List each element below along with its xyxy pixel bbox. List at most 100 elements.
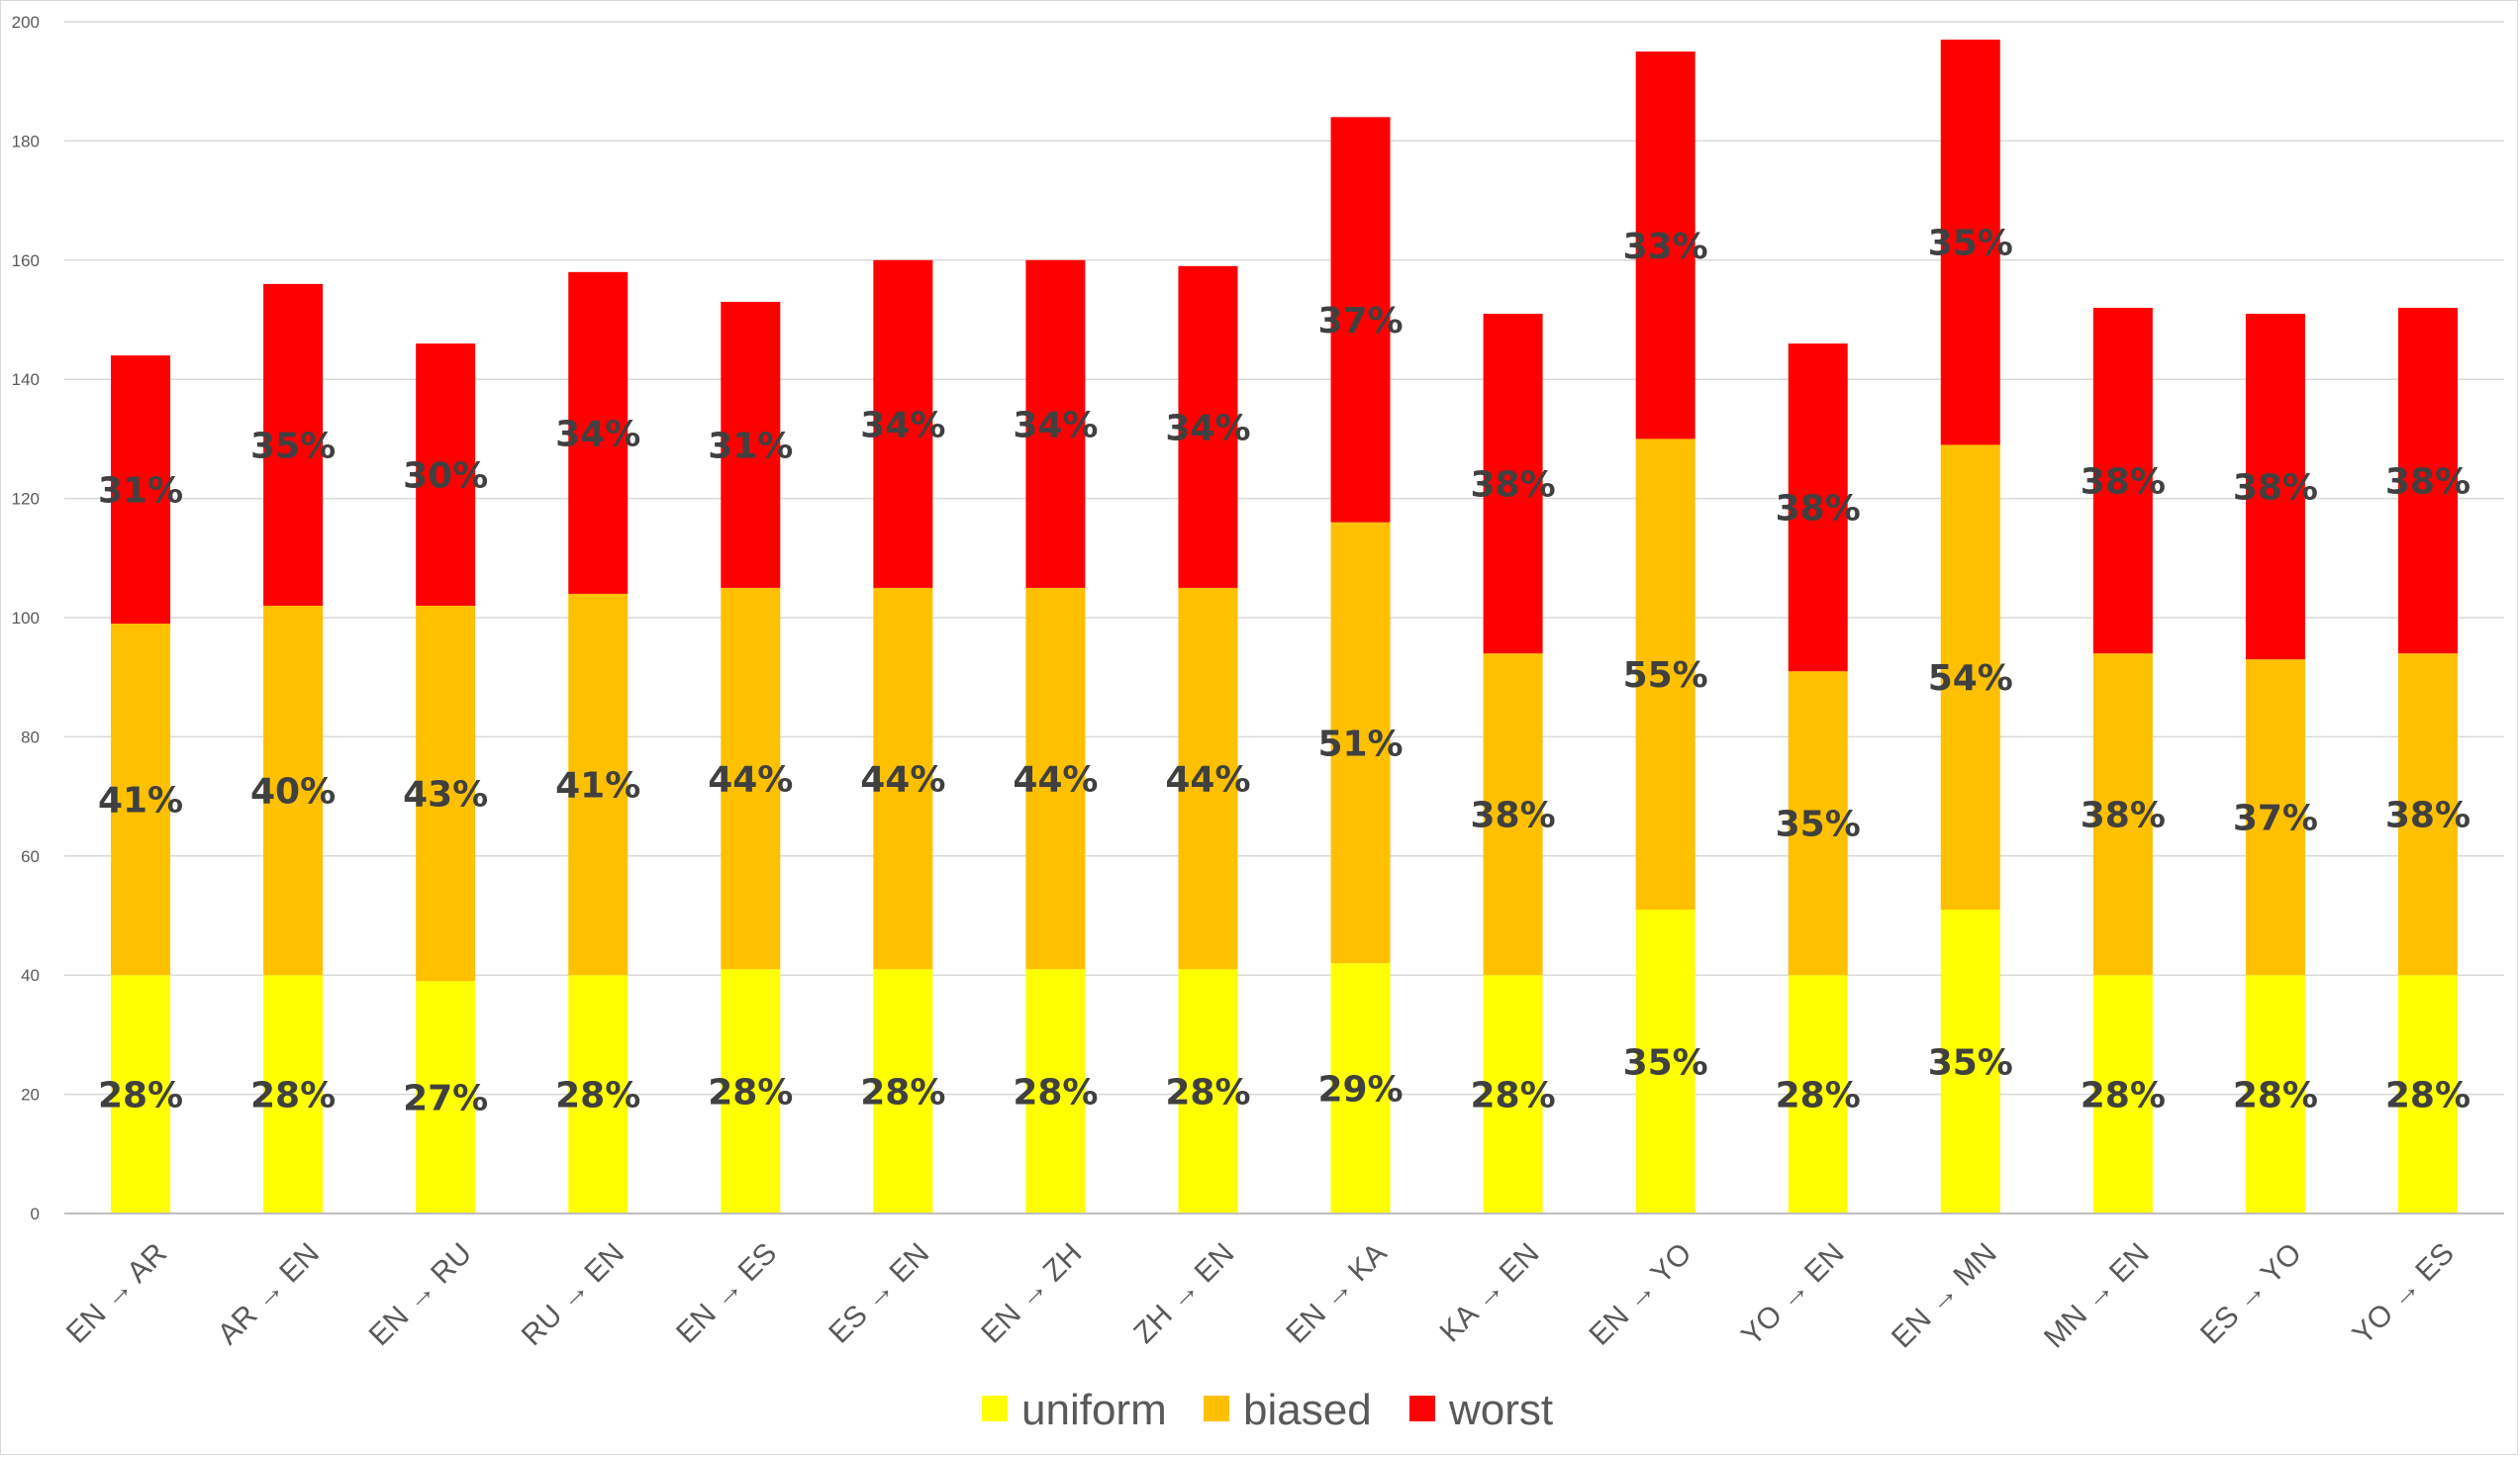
data-label-uniform: 28% <box>1471 1076 1556 1117</box>
bar-biased <box>1788 671 1848 976</box>
x-tick-label: EN → YO <box>1584 1237 1698 1352</box>
data-label-uniform: 28% <box>98 1076 183 1117</box>
bar-worst <box>2397 307 2458 654</box>
data-label-worst: 37% <box>1317 301 1403 341</box>
bar-worst <box>1788 343 1848 672</box>
bar-worst <box>111 355 171 625</box>
data-label-worst: 38% <box>2385 462 2471 503</box>
y-tick-label: 180 <box>12 132 40 150</box>
legend-swatch-biased <box>1204 1396 1229 1421</box>
bar-worst <box>1635 51 1696 439</box>
y-tick-label: 80 <box>21 728 40 746</box>
data-label-biased: 41% <box>98 781 183 822</box>
data-labels: 28% 41% 31% 28% 40% 35% 27% 43% 30% 28% 41% 34% 28% 4… <box>98 224 2471 1119</box>
bar-biased <box>263 605 324 976</box>
y-tick-label: 200 <box>12 13 40 32</box>
legend-swatch-worst <box>1409 1396 1435 1421</box>
y-tick-label: 40 <box>21 966 40 985</box>
bar-biased <box>721 587 781 970</box>
y-tick-label: 100 <box>12 609 40 628</box>
legend-label-uniform: uniform <box>1021 1386 1167 1434</box>
bar-uniform <box>111 975 171 1214</box>
data-label-biased: 44% <box>1165 760 1250 801</box>
data-label-biased: 43% <box>403 775 488 816</box>
bar-worst <box>2245 313 2305 660</box>
bar-uniform <box>1940 909 2000 1214</box>
y-tick-label: 60 <box>21 847 40 866</box>
x-tick-label: ES → EN <box>823 1237 935 1350</box>
x-tick-label: YO → EN <box>1735 1237 1850 1352</box>
bar-uniform <box>416 981 476 1214</box>
bar-biased <box>568 593 629 976</box>
data-label-uniform: 28% <box>250 1076 336 1117</box>
bar-uniform <box>2245 975 2305 1214</box>
bar-uniform <box>1483 975 1543 1214</box>
bar-worst <box>873 259 933 588</box>
data-label-biased: 55% <box>1623 655 1708 696</box>
x-tick-label: ZH → EN <box>1127 1237 1240 1350</box>
data-label-biased: 51% <box>1317 724 1403 764</box>
bar-biased <box>1330 522 1391 964</box>
data-label-uniform: 28% <box>555 1076 640 1117</box>
x-tick-label: EN → ZH <box>975 1237 1088 1350</box>
data-label-worst: 35% <box>250 426 336 466</box>
bars <box>111 40 2458 1214</box>
legend-label-worst: worst <box>1448 1386 1553 1434</box>
data-label-worst: 34% <box>1165 408 1250 448</box>
bar-biased <box>873 587 933 970</box>
data-label-biased: 44% <box>1013 760 1098 801</box>
y-tick-label: 160 <box>12 251 40 270</box>
data-label-worst: 33% <box>1623 227 1708 267</box>
y-tick-label: 120 <box>12 490 40 509</box>
y-tick-label: 140 <box>12 370 40 389</box>
bar-biased <box>1940 444 2000 910</box>
bar-worst <box>416 343 476 606</box>
data-label-biased: 35% <box>1776 805 1861 845</box>
data-label-worst: 34% <box>555 414 640 454</box>
legend-item-uniform: uniform <box>982 1386 1167 1434</box>
data-label-worst: 31% <box>708 426 793 466</box>
bar-biased <box>1483 653 1543 976</box>
data-label-worst: 38% <box>1776 489 1861 530</box>
data-label-uniform: 28% <box>2081 1076 2166 1117</box>
x-tick-label: EN → RU <box>363 1237 478 1352</box>
data-label-uniform: 29% <box>1317 1070 1403 1111</box>
data-label-uniform: 28% <box>2385 1076 2471 1117</box>
legend-item-worst: worst <box>1409 1386 1553 1434</box>
data-label-worst: 38% <box>2233 468 2318 509</box>
bar-worst <box>1483 313 1543 654</box>
data-label-uniform: 28% <box>860 1073 945 1114</box>
bar-worst <box>1940 40 2000 445</box>
bar-biased <box>1025 587 1086 970</box>
bar-biased <box>1635 438 1696 910</box>
bar-uniform <box>1178 969 1238 1214</box>
data-label-biased: 37% <box>2233 799 2318 839</box>
data-label-worst: 31% <box>98 471 183 512</box>
y-tick-label: 0 <box>31 1205 40 1223</box>
bar-biased <box>1178 587 1238 970</box>
bar-worst <box>721 301 781 588</box>
data-label-biased: 41% <box>555 766 640 807</box>
bar-biased <box>111 624 171 976</box>
data-label-uniform: 35% <box>1623 1042 1708 1083</box>
bar-worst <box>1330 117 1391 523</box>
x-tick-label: RU → EN <box>516 1237 630 1352</box>
data-label-uniform: 28% <box>708 1073 793 1114</box>
data-label-uniform: 27% <box>403 1079 488 1119</box>
data-label-biased: 38% <box>2385 796 2471 836</box>
data-label-biased: 38% <box>1471 796 1556 836</box>
x-tick-label: EN → KA <box>1280 1237 1393 1350</box>
data-label-uniform: 28% <box>2233 1076 2318 1117</box>
data-label-uniform: 35% <box>1928 1042 2013 1083</box>
x-tick-label: EN → AR <box>60 1237 173 1350</box>
x-tick-label: EN → MN <box>1886 1237 2003 1355</box>
bar-biased <box>2245 659 2305 976</box>
legend-item-biased: biased <box>1204 1386 1372 1434</box>
bar-worst <box>1178 265 1238 588</box>
data-label-biased: 54% <box>1928 658 2013 699</box>
bar-biased <box>416 605 476 982</box>
x-tick-label: KA → EN <box>1434 1237 1546 1349</box>
data-label-worst: 35% <box>1928 224 2013 264</box>
data-label-biased: 38% <box>2081 796 2166 836</box>
data-label-worst: 38% <box>2081 462 2166 503</box>
